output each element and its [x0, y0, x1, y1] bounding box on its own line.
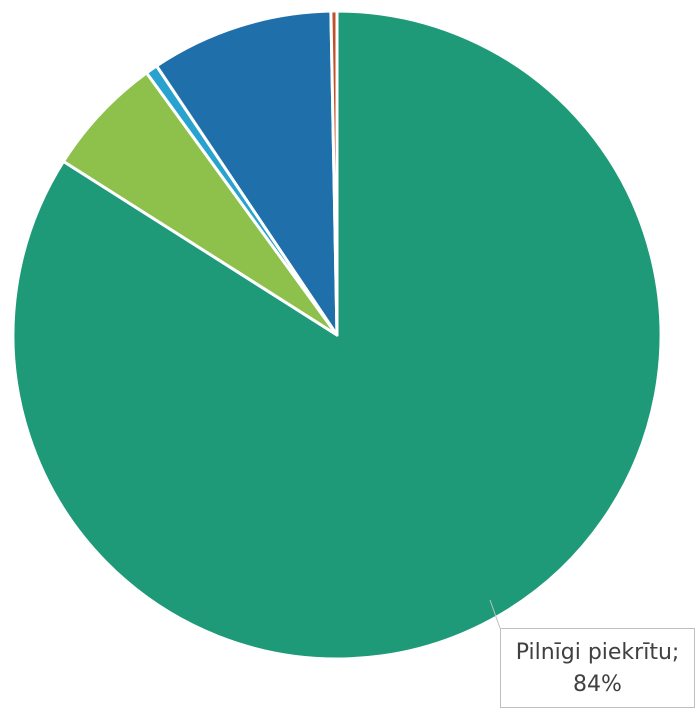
- pie-slice-4: [329, 9, 339, 337]
- pie-slice-3: [155, 9, 339, 337]
- data-label-pilnigi-piekritu: Pilnīgi piekrītu; 84%: [500, 628, 695, 708]
- pie-slice-1: [61, 71, 339, 337]
- data-label-name: Pilnīgi piekrītu;: [515, 640, 680, 665]
- label-leader-line: [489, 599, 501, 629]
- pie-slices: [11, 9, 663, 661]
- data-label-value: 84%: [573, 672, 622, 697]
